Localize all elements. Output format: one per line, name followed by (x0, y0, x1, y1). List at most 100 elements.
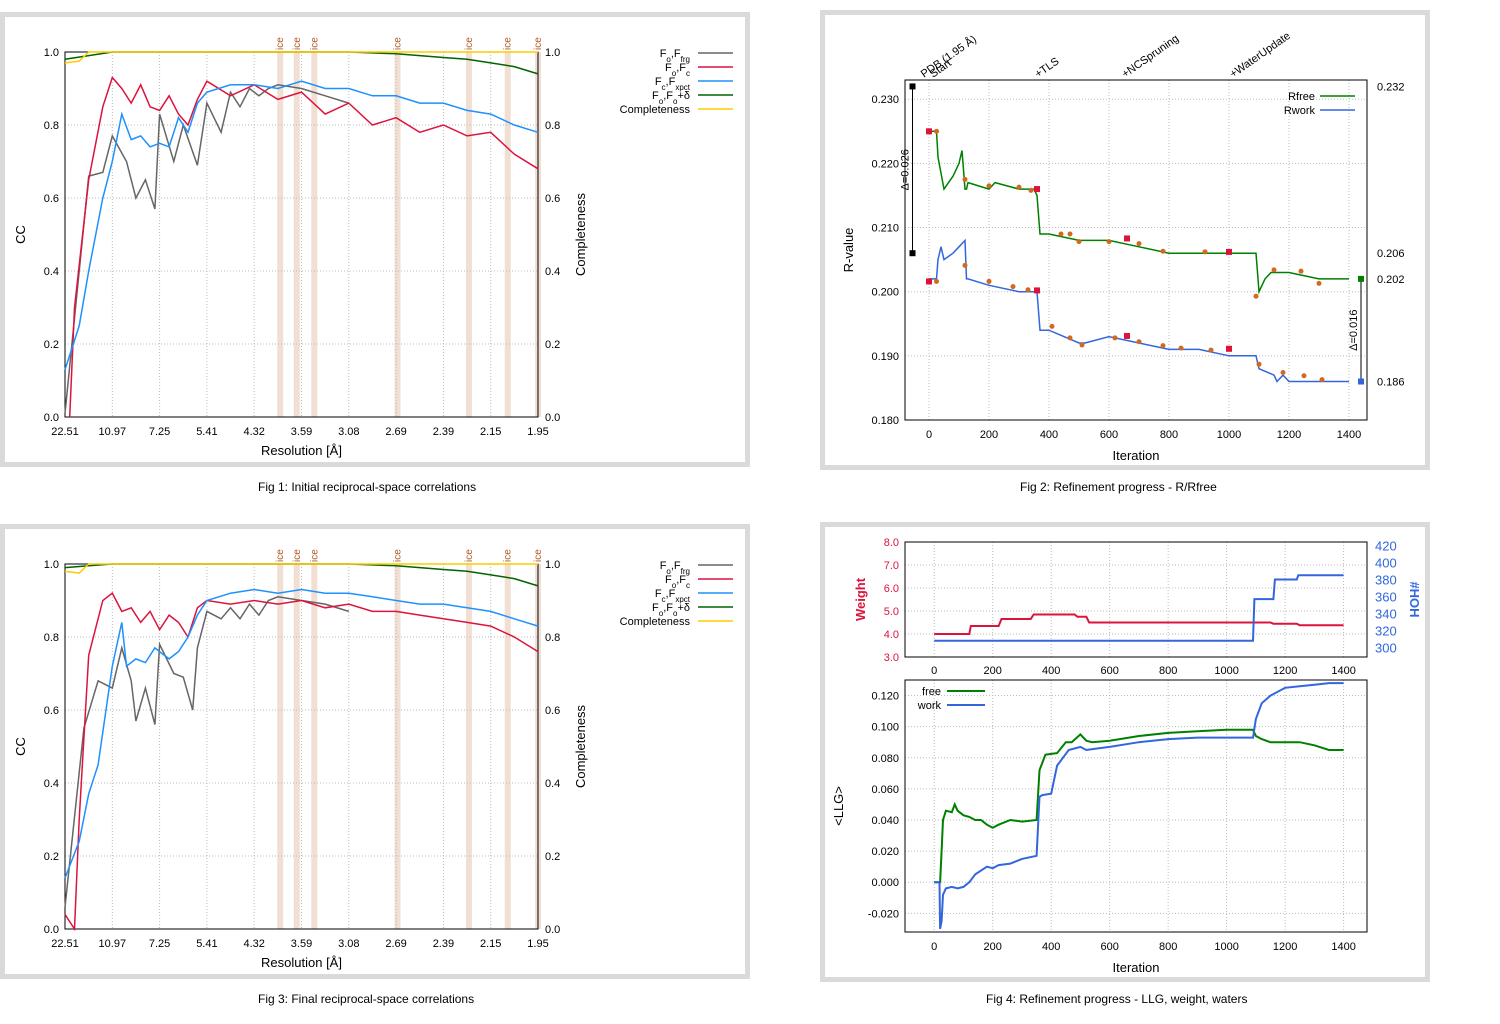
fig4-series-line (934, 728, 1344, 884)
fig3-ice-label: ice (503, 549, 514, 562)
fig1-legend-text: F (655, 76, 662, 88)
fig3-legend-text: Completeness (620, 616, 691, 628)
fig3-legend-label: Fc,Fxpct (655, 588, 691, 604)
fig3-ice-label: ice (533, 549, 544, 562)
fig4-chart: 3.0 4.0 5.0 6.0 7.0 8.0 300 320 340 360 380 400 420 0… (831, 537, 1422, 975)
fig2-series-line (929, 130, 1349, 295)
fig1-ice-label: ice (393, 37, 404, 50)
fig2-x-tick: 0 (926, 429, 932, 441)
fig2-delta-right: Δ=0.016 (1348, 310, 1360, 351)
fig2-right-label: 0.232 (1377, 81, 1405, 93)
fig1-legend-label: Fo,Ffrg (660, 48, 690, 64)
fig4-y-tick: -0.020 (868, 908, 899, 920)
fig1-ice-band (394, 52, 401, 417)
fig3-panel: ice ice ice ice ice ice ice 0.0 0.0 0.2 0.2 0.4 0.4 0… (0, 524, 750, 979)
fig1-x-tick: 3.08 (338, 426, 359, 438)
fig4-top-y-tick: 8.0 (884, 537, 899, 549)
fig1-legend-text: ,F (663, 90, 673, 102)
fig4-weight-label: Weight (853, 577, 868, 621)
fig2-right-label: 0.206 (1377, 248, 1405, 260)
fig4-x-tick: 0 (931, 941, 937, 953)
fig3-y2-tick: 0.2 (545, 851, 560, 863)
fig4-top-x-tick: 600 (1101, 665, 1119, 677)
fig2-x-tick: 600 (1100, 429, 1118, 441)
fig4-top-x-tick: 0 (931, 665, 937, 677)
fig1-ice-label: ice (292, 37, 303, 50)
fig2-marker (1124, 235, 1130, 242)
fig1-xlabel: Resolution [Å] (261, 443, 342, 458)
fig1-y2-tick: 0.8 (545, 120, 560, 132)
fig1-x-tick: 2.69 (385, 426, 406, 438)
fig3-legend-label: Fo,Fo+δ (652, 602, 690, 618)
fig2-ylabel: R-value (841, 228, 856, 273)
fig1-ice-band (277, 52, 284, 417)
fig2-point (1049, 323, 1055, 329)
fig3-legend-text: F (660, 560, 667, 572)
fig1-y-tick: 0.4 (44, 266, 59, 278)
fig1-series-line (64, 51, 538, 64)
fig2-point (1067, 231, 1073, 237)
fig1-x-tick: 22.51 (51, 426, 79, 438)
fig1-legend-label: Fc,Fxpct (655, 76, 691, 92)
fig1-ice-label: ice (533, 37, 544, 50)
fig4-x-tick: 1000 (1214, 941, 1238, 953)
fig3-legend-text: frg (681, 567, 690, 576)
fig3-legend-text: ,F (676, 574, 686, 586)
fig3-ice-band (394, 564, 401, 929)
fig2-point (1202, 249, 1208, 255)
fig3-ice-band (504, 564, 511, 929)
fig1-x-tick: 2.39 (433, 426, 454, 438)
fig4-top-y2-tick: 340 (1375, 606, 1397, 621)
fig2-panel: 0.180 0.190 0.200 0.210 0.220 0.230 0 200 400 600… (820, 10, 1430, 470)
fig1-legend-text: ,F (666, 76, 676, 88)
fig2-marker (926, 128, 932, 135)
fig4-x-tick: 200 (984, 941, 1002, 953)
fig2-point (1076, 239, 1082, 245)
fig3-legend-label: Fo,Fc (665, 574, 690, 590)
fig4-ylabel: <LLG> (831, 786, 846, 826)
fig2-point (1160, 248, 1166, 254)
fig4-legend-label: free (922, 686, 941, 698)
fig2-point (1058, 231, 1064, 237)
fig1-y-tick: 0.8 (44, 120, 59, 132)
fig4-x-tick: 400 (1042, 941, 1060, 953)
fig1-ice-label: ice (309, 37, 320, 50)
fig3-y2-tick: 1.0 (545, 559, 560, 571)
fig2-point (986, 278, 992, 284)
fig2-x-tick: 1400 (1337, 429, 1361, 441)
fig2-point (1271, 267, 1277, 273)
fig1-x-tick: 5.41 (196, 426, 217, 438)
fig3-y2-tick: 0.6 (545, 705, 560, 717)
fig4-x-tick: 1200 (1273, 941, 1297, 953)
fig1-y2-tick: 0.2 (545, 339, 560, 351)
fig3-legend-text: ,F (671, 560, 681, 572)
fig4-top-y2-tick: 360 (1375, 589, 1397, 604)
fig4-top-y-tick: 5.0 (884, 606, 899, 618)
fig2-point (962, 262, 968, 268)
fig2-legend-label: Rfree (1288, 91, 1315, 103)
fig4-x-tick: 1400 (1331, 941, 1355, 953)
fig2-point (1253, 293, 1259, 299)
fig2-y-tick: 0.230 (871, 94, 899, 106)
fig3-y-tick: 0.2 (44, 851, 59, 863)
fig2-pdb-rwork-marker (909, 250, 916, 257)
plot-frame (904, 541, 1368, 658)
fig1-ice-band (504, 52, 511, 417)
fig1-x-tick: 3.59 (291, 426, 312, 438)
fig1-y2-tick: 0.4 (545, 266, 560, 278)
fig2-legend-label: Rwork (1284, 105, 1316, 117)
fig4-xlabel: Iteration (1113, 960, 1160, 975)
fig2-y-tick: 0.180 (871, 415, 899, 427)
fig3-x-tick: 4.32 (243, 938, 264, 950)
fig2-point (1136, 339, 1142, 345)
fig1-panel: ice ice ice ice ice ice ice 0.0 0.0 0.2 0.2 0.4 0.4 0… (0, 12, 750, 467)
fig1-series-line (64, 80, 539, 370)
fig1-y-tick: 1.0 (44, 47, 59, 59)
fig1-caption: Fig 1: Initial reciprocal-space correlat… (258, 480, 477, 494)
fig4-hoh-label: #HOH (1407, 581, 1422, 617)
fig3-legend-text: o (659, 609, 664, 618)
fig3-y2-tick: 0.0 (545, 924, 560, 936)
fig1-legend-text: Completeness (620, 104, 691, 116)
fig2-end-rfree-marker (1358, 275, 1364, 282)
